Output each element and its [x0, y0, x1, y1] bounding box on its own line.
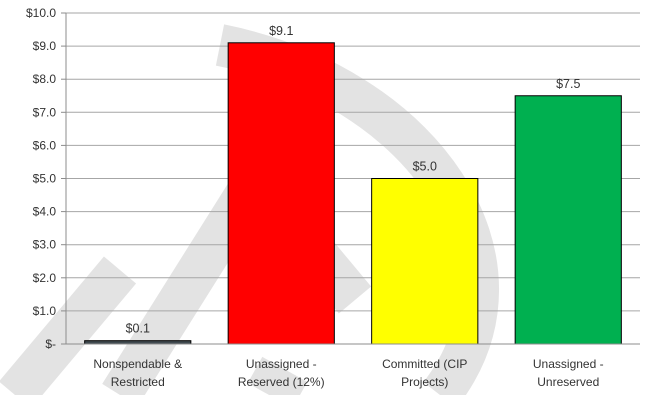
- x-category-label: Nonspendable &: [93, 357, 182, 371]
- watermark-stroke: [0, 256, 137, 395]
- bars: [84, 42, 622, 345]
- data-labels: $0.1 $9.1 $5.0 $7.5: [126, 24, 581, 336]
- bar: [227, 42, 335, 345]
- y-tick-label: $4.0: [33, 205, 57, 219]
- y-tick-label: $7.0: [33, 105, 57, 119]
- watermark-stroke: [247, 356, 308, 395]
- x-category-label: Unassigned -: [533, 357, 604, 371]
- y-tick-label: $9.0: [33, 39, 57, 53]
- y-tick-label: $10.0: [26, 6, 56, 20]
- y-tick-label: $8.0: [33, 72, 57, 86]
- y-axis-ticks: $- $1.0 $2.0 $3.0 $4.0 $5.0 $6.0 $7.0 $8.0 $9.0 $1…: [26, 6, 67, 351]
- data-label: $7.5: [556, 77, 580, 91]
- data-label: $5.0: [413, 160, 437, 174]
- x-category-label: Unassigned -: [246, 357, 317, 371]
- bar: [514, 95, 622, 345]
- x-category-label: Reserved (12%): [238, 375, 325, 389]
- bar: [371, 178, 479, 345]
- x-category-label: Projects): [401, 375, 448, 389]
- gridlines: [66, 12, 640, 312]
- y-tick-label: $-: [45, 337, 56, 351]
- y-tick-label: $1.0: [33, 304, 57, 318]
- data-label: $9.1: [269, 24, 293, 38]
- y-tick-label: $2.0: [33, 271, 57, 285]
- x-category-label: Committed (CIP: [382, 357, 467, 371]
- y-tick-label: $3.0: [33, 238, 57, 252]
- data-label: $0.1: [126, 322, 150, 336]
- y-tick-label: $5.0: [33, 172, 57, 186]
- x-category-label: Restricted: [111, 375, 165, 389]
- x-axis-ticks: Nonspendable & Restricted Unassigned - Rese…: [93, 357, 603, 389]
- y-tick-label: $6.0: [33, 138, 57, 152]
- x-category-label: Unreserved: [537, 375, 599, 389]
